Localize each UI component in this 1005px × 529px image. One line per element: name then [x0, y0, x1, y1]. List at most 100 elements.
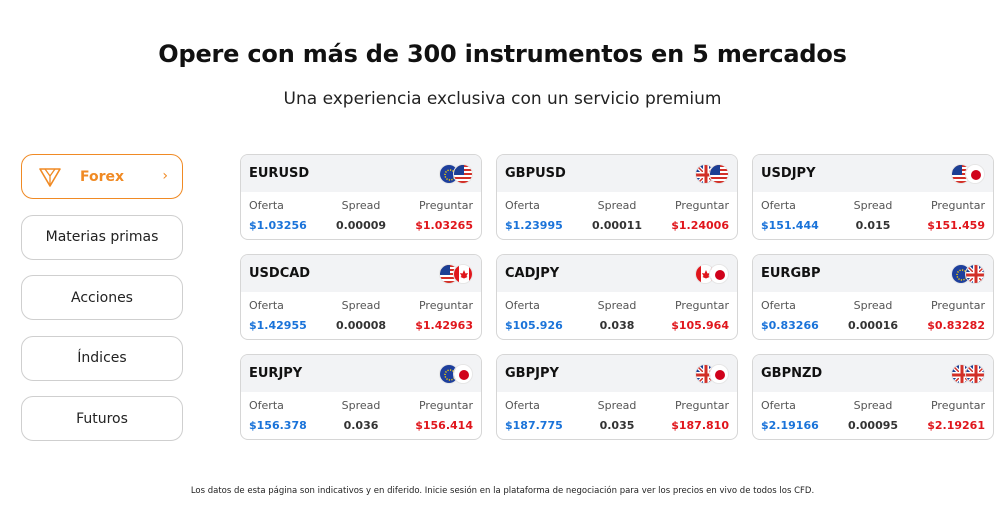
tab-acciones[interactable]: Acciones [21, 275, 183, 320]
currency-flags [951, 263, 985, 284]
us-flag-icon [453, 163, 473, 184]
ask-price: $105.964 [671, 319, 729, 332]
ask-label: Preguntar [418, 199, 473, 212]
instrument-card[interactable]: EURUSD Oferta Spread Preguntar $1.03256 … [240, 154, 482, 240]
bid-price: $1.03256 [249, 219, 307, 232]
spread-value: 0.00095 [847, 419, 899, 432]
chevron-right-icon: › [162, 168, 168, 184]
tab-forex[interactable]: Forex › [21, 154, 183, 199]
bid-price: $156.378 [249, 419, 307, 432]
ask-label: Preguntar [930, 399, 985, 412]
instrument-card[interactable]: USDCAD Oferta Spread Preguntar $1.42955 … [240, 254, 482, 340]
tab-label: Futuros [76, 410, 128, 427]
tab-label: Índices [77, 350, 127, 366]
spread-value: 0.035 [599, 419, 635, 432]
spread-value: 0.00008 [335, 319, 387, 332]
ask-price: $1.42963 [415, 319, 473, 332]
page-subtitle: Una experiencia exclusiva con un servici… [283, 89, 722, 109]
instrument-card[interactable]: GBPNZD Oferta Spread Preguntar $2.19166 … [752, 354, 994, 440]
spread-label: Spread [853, 299, 893, 312]
tab-label: Acciones [71, 289, 133, 306]
nz-flag-icon [965, 363, 985, 384]
instrument-card[interactable]: EURJPY Oferta Spread Preguntar $156.378 … [240, 354, 482, 440]
ca-flag-icon [453, 263, 473, 284]
instrument-card[interactable]: GBPJPY Oferta Spread Preguntar $187.775 … [496, 354, 738, 440]
spread-label: Spread [341, 399, 381, 412]
ask-label: Preguntar [674, 399, 729, 412]
ask-price: $0.83282 [927, 319, 985, 332]
instrument-grid: EURUSD Oferta Spread Preguntar $1.03256 … [240, 154, 994, 440]
spread-value: 0.00009 [335, 219, 387, 232]
ask-price: $1.24006 [671, 219, 729, 232]
currency-flags [439, 163, 473, 184]
instrument-card[interactable]: EURGBP Oferta Spread Preguntar $0.83266 … [752, 254, 994, 340]
instrument-symbol: USDJPY [761, 166, 816, 181]
forex-triangle-icon [38, 166, 62, 188]
bid-label: Oferta [249, 199, 284, 212]
bid-price: $151.444 [761, 219, 819, 232]
instrument-symbol: CADJPY [505, 266, 560, 281]
bid-price: $187.775 [505, 419, 563, 432]
us-flag-icon [709, 163, 729, 184]
instrument-card[interactable]: CADJPY Oferta Spread Preguntar $105.926 … [496, 254, 738, 340]
jp-flag-icon [453, 363, 473, 384]
bid-label: Oferta [505, 299, 540, 312]
tab-label: Forex [79, 168, 125, 185]
spread-label: Spread [597, 399, 637, 412]
instrument-symbol: GBPNZD [761, 366, 823, 381]
spread-value: 0.036 [343, 419, 379, 432]
bid-price: $1.23995 [505, 219, 563, 232]
bid-label: Oferta [249, 399, 284, 412]
spread-value: 0.00016 [847, 319, 899, 332]
bid-label: Oferta [505, 199, 540, 212]
ask-label: Preguntar [674, 199, 729, 212]
tab-indices[interactable]: Índices [21, 335, 183, 381]
ask-price: $187.810 [671, 419, 729, 432]
instrument-symbol: USDCAD [249, 266, 311, 281]
ask-price: $2.19261 [927, 419, 985, 432]
bid-label: Oferta [249, 299, 284, 312]
instrument-symbol: EURUSD [249, 166, 310, 181]
currency-flags [695, 163, 729, 184]
instrument-symbol: GBPUSD [505, 166, 566, 181]
spread-label: Spread [853, 399, 893, 412]
spread-label: Spread [341, 299, 381, 312]
market-tabs: Forex › Materias primas Acciones Índices… [21, 154, 183, 457]
spread-label: Spread [597, 199, 637, 212]
ask-label: Preguntar [930, 299, 985, 312]
instrument-symbol: EURJPY [249, 366, 303, 381]
ask-price: $151.459 [927, 219, 985, 232]
spread-value: 0.038 [599, 319, 635, 332]
spread-label: Spread [597, 299, 637, 312]
tab-materias-primas[interactable]: Materias primas [21, 214, 183, 260]
bid-price: $1.42955 [249, 319, 307, 332]
bid-label: Oferta [505, 399, 540, 412]
ask-label: Preguntar [418, 299, 473, 312]
ask-label: Preguntar [930, 199, 985, 212]
bid-price: $2.19166 [761, 419, 819, 432]
bid-price: $105.926 [505, 319, 563, 332]
currency-flags [439, 363, 473, 384]
gb-flag-icon [965, 263, 985, 284]
bid-label: Oferta [761, 299, 796, 312]
ask-label: Preguntar [418, 399, 473, 412]
jp-flag-icon [709, 263, 729, 284]
ask-price: $1.03265 [415, 219, 473, 232]
currency-flags [695, 263, 729, 284]
currency-flags [951, 163, 985, 184]
instrument-card[interactable]: USDJPY Oferta Spread Preguntar $151.444 … [752, 154, 994, 240]
currency-flags [951, 363, 985, 384]
jp-flag-icon [965, 163, 985, 184]
spread-label: Spread [341, 199, 381, 212]
ask-price: $156.414 [415, 419, 473, 432]
spread-value: 0.015 [855, 219, 891, 232]
instrument-symbol: GBPJPY [505, 366, 559, 381]
currency-flags [439, 263, 473, 284]
ask-label: Preguntar [674, 299, 729, 312]
bid-label: Oferta [761, 399, 796, 412]
disclaimer: Los datos de esta página son indicativos… [190, 486, 815, 496]
instrument-card[interactable]: GBPUSD Oferta Spread Preguntar $1.23995 … [496, 154, 738, 240]
tab-label: Materias primas [45, 229, 159, 245]
tab-futuros[interactable]: Futuros [21, 396, 183, 441]
page-title: Opere con más de 300 instrumentos en 5 m… [158, 40, 847, 68]
